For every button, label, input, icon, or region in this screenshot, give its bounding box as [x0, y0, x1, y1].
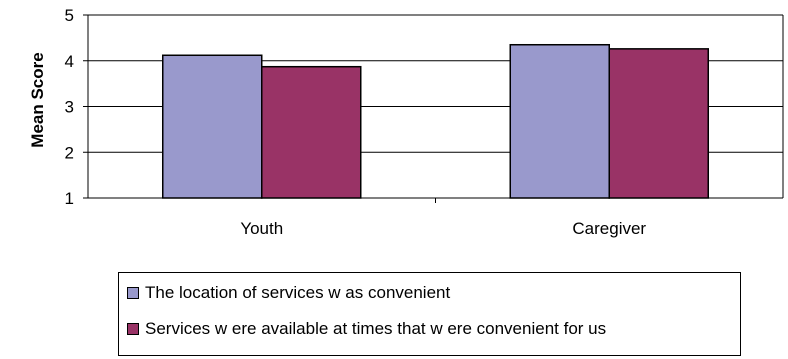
x-category-label: Youth — [240, 219, 283, 238]
bars — [162, 43, 709, 199]
x-category-label: Caregiver — [572, 219, 646, 238]
y-tick-label: 3 — [65, 98, 74, 117]
bar-2-youth — [261, 65, 362, 199]
y-tick-label: 2 — [65, 143, 74, 162]
legend-label-series-1: The location of services w as convenient — [145, 283, 451, 302]
legend-label-series-2: Services w ere available at times that w… — [145, 319, 607, 338]
axes — [83, 14, 784, 203]
legend-item-series-2: Services w ere available at times that w… — [127, 319, 606, 339]
bar-1-caregiver — [509, 43, 610, 199]
bar-2-caregiver — [608, 48, 709, 199]
x-category-labels: Youth Caregiver — [240, 219, 646, 238]
y-tick-label: 4 — [65, 52, 74, 71]
legend: The location of services w as convenient… — [118, 272, 741, 356]
legend-item-series-1: The location of services w as convenient — [127, 283, 450, 303]
y-tick-label: 1 — [65, 189, 74, 208]
y-axis-label: Mean Score — [28, 52, 47, 147]
bar-chart: 1 2 3 4 5 Youth Caregiver Mean Score — [28, 6, 784, 238]
legend-swatch-series-2 — [127, 323, 139, 335]
y-tick-labels: 1 2 3 4 5 — [65, 6, 74, 208]
y-tick-label: 5 — [65, 6, 74, 25]
bar-1-youth — [162, 54, 263, 199]
legend-swatch-series-1 — [127, 287, 139, 299]
